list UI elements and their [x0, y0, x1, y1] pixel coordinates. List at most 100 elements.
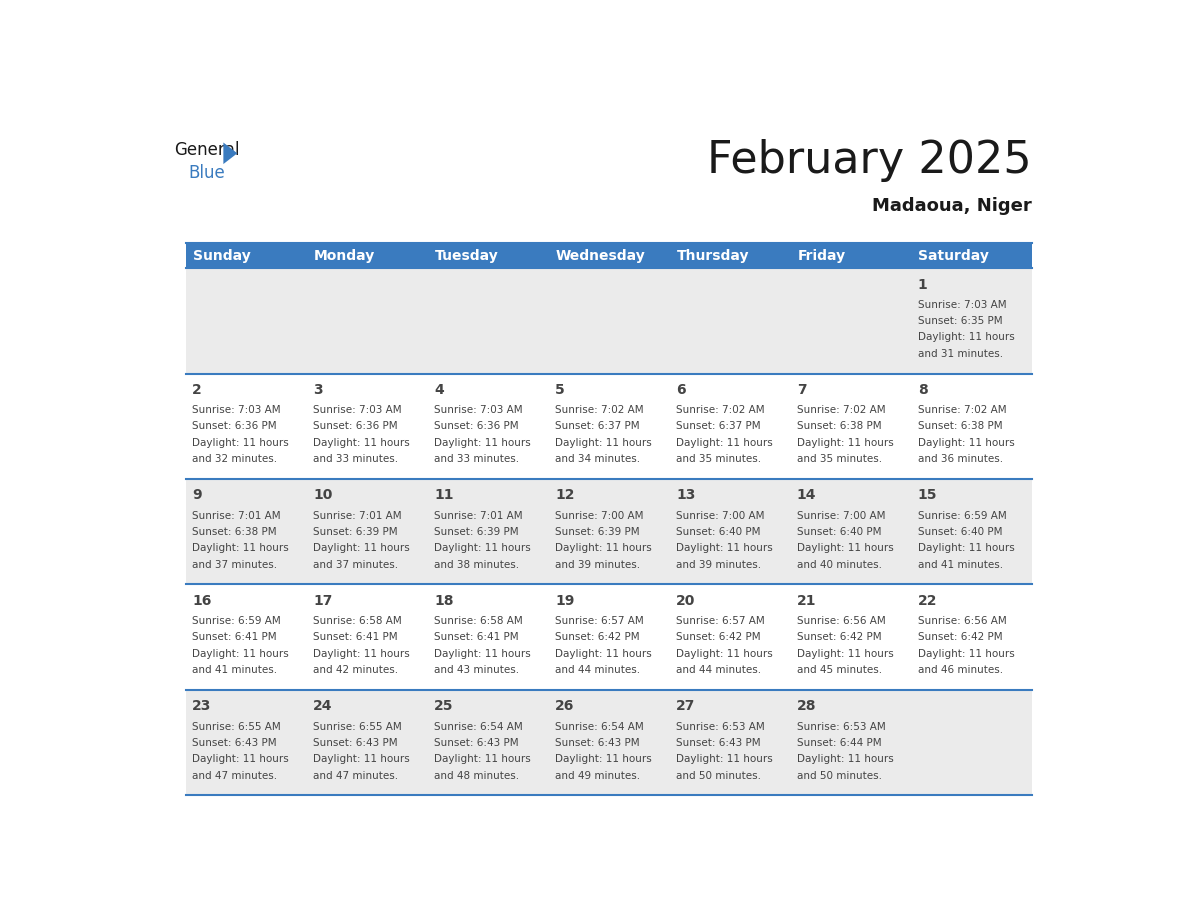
Text: Sunset: 6:43 PM: Sunset: 6:43 PM — [314, 738, 398, 748]
Text: February 2025: February 2025 — [707, 140, 1032, 183]
Text: Sunset: 6:44 PM: Sunset: 6:44 PM — [797, 738, 881, 748]
Text: Daylight: 11 hours: Daylight: 11 hours — [676, 543, 772, 554]
Text: Sunrise: 6:53 AM: Sunrise: 6:53 AM — [676, 722, 765, 732]
Text: 23: 23 — [192, 700, 211, 713]
Bar — [911, 479, 1032, 585]
Bar — [428, 585, 549, 690]
Text: 14: 14 — [797, 488, 816, 502]
Text: and 47 minutes.: and 47 minutes. — [192, 771, 278, 780]
Bar — [790, 585, 911, 690]
Text: 3: 3 — [314, 383, 323, 397]
Text: Sunrise: 6:59 AM: Sunrise: 6:59 AM — [192, 616, 282, 626]
Text: Daylight: 11 hours: Daylight: 11 hours — [434, 755, 531, 765]
Bar — [185, 690, 307, 796]
Text: Wednesday: Wednesday — [556, 249, 645, 263]
Text: Sunset: 6:36 PM: Sunset: 6:36 PM — [192, 421, 277, 431]
Text: and 37 minutes.: and 37 minutes. — [192, 560, 278, 570]
Text: Sunrise: 7:03 AM: Sunrise: 7:03 AM — [918, 299, 1006, 309]
Text: Sunset: 6:37 PM: Sunset: 6:37 PM — [676, 421, 760, 431]
Text: Daylight: 11 hours: Daylight: 11 hours — [797, 543, 893, 554]
Text: 28: 28 — [797, 700, 816, 713]
Text: Sunset: 6:36 PM: Sunset: 6:36 PM — [434, 421, 519, 431]
Text: Tuesday: Tuesday — [435, 249, 499, 263]
Text: Sunset: 6:43 PM: Sunset: 6:43 PM — [676, 738, 760, 748]
Bar — [669, 268, 790, 374]
Text: Sunset: 6:38 PM: Sunset: 6:38 PM — [797, 421, 881, 431]
Text: Sunset: 6:41 PM: Sunset: 6:41 PM — [434, 633, 519, 643]
Bar — [428, 243, 549, 268]
Bar — [669, 690, 790, 796]
Text: Daylight: 11 hours: Daylight: 11 hours — [434, 543, 531, 554]
Text: and 35 minutes.: and 35 minutes. — [676, 454, 762, 465]
Text: Sunrise: 7:01 AM: Sunrise: 7:01 AM — [192, 510, 282, 521]
Text: and 49 minutes.: and 49 minutes. — [555, 771, 640, 780]
Text: 8: 8 — [918, 383, 928, 397]
Text: Daylight: 11 hours: Daylight: 11 hours — [314, 438, 410, 448]
Bar — [549, 479, 669, 585]
Bar — [185, 243, 307, 268]
Text: Sunrise: 7:00 AM: Sunrise: 7:00 AM — [555, 510, 644, 521]
Text: Sunrise: 7:03 AM: Sunrise: 7:03 AM — [314, 405, 402, 415]
Text: Sunday: Sunday — [192, 249, 251, 263]
Text: 24: 24 — [314, 700, 333, 713]
Text: Daylight: 11 hours: Daylight: 11 hours — [555, 543, 652, 554]
Text: Thursday: Thursday — [676, 249, 750, 263]
Text: 18: 18 — [434, 594, 454, 608]
Text: 2: 2 — [192, 383, 202, 397]
Bar — [428, 690, 549, 796]
Text: Sunset: 6:39 PM: Sunset: 6:39 PM — [555, 527, 639, 537]
Text: Sunrise: 6:58 AM: Sunrise: 6:58 AM — [434, 616, 523, 626]
Bar — [669, 479, 790, 585]
Text: and 45 minutes.: and 45 minutes. — [797, 666, 881, 675]
Text: Sunrise: 6:55 AM: Sunrise: 6:55 AM — [314, 722, 402, 732]
Text: and 38 minutes.: and 38 minutes. — [434, 560, 519, 570]
Text: and 41 minutes.: and 41 minutes. — [918, 560, 1003, 570]
Bar — [307, 268, 428, 374]
Text: Sunrise: 6:54 AM: Sunrise: 6:54 AM — [434, 722, 523, 732]
Text: 20: 20 — [676, 594, 695, 608]
Text: 1: 1 — [918, 277, 928, 292]
Text: 15: 15 — [918, 488, 937, 502]
Text: Daylight: 11 hours: Daylight: 11 hours — [314, 755, 410, 765]
Text: and 37 minutes.: and 37 minutes. — [314, 560, 398, 570]
Text: 26: 26 — [555, 700, 575, 713]
Text: 27: 27 — [676, 700, 695, 713]
Text: and 44 minutes.: and 44 minutes. — [555, 666, 640, 675]
Polygon shape — [223, 142, 238, 164]
Bar — [185, 374, 307, 479]
Bar — [911, 690, 1032, 796]
Bar — [428, 268, 549, 374]
Bar — [790, 243, 911, 268]
Text: Sunset: 6:35 PM: Sunset: 6:35 PM — [918, 316, 1003, 326]
Bar — [307, 690, 428, 796]
Text: 12: 12 — [555, 488, 575, 502]
Text: 4: 4 — [434, 383, 444, 397]
Bar — [669, 243, 790, 268]
Bar — [911, 585, 1032, 690]
Text: Sunset: 6:36 PM: Sunset: 6:36 PM — [314, 421, 398, 431]
Text: Friday: Friday — [797, 249, 846, 263]
Text: Daylight: 11 hours: Daylight: 11 hours — [555, 755, 652, 765]
Text: 21: 21 — [797, 594, 816, 608]
Text: Daylight: 11 hours: Daylight: 11 hours — [314, 649, 410, 659]
Bar — [549, 374, 669, 479]
Text: and 39 minutes.: and 39 minutes. — [555, 560, 640, 570]
Text: Sunrise: 7:02 AM: Sunrise: 7:02 AM — [797, 405, 885, 415]
Text: and 50 minutes.: and 50 minutes. — [676, 771, 762, 780]
Bar — [307, 479, 428, 585]
Text: 9: 9 — [192, 488, 202, 502]
Text: and 36 minutes.: and 36 minutes. — [918, 454, 1003, 465]
Text: Sunset: 6:40 PM: Sunset: 6:40 PM — [918, 527, 1003, 537]
Text: Sunset: 6:38 PM: Sunset: 6:38 PM — [192, 527, 277, 537]
Text: Sunset: 6:41 PM: Sunset: 6:41 PM — [314, 633, 398, 643]
Text: 11: 11 — [434, 488, 454, 502]
Text: Daylight: 11 hours: Daylight: 11 hours — [555, 438, 652, 448]
Text: Sunset: 6:42 PM: Sunset: 6:42 PM — [676, 633, 760, 643]
Bar — [549, 585, 669, 690]
Text: Daylight: 11 hours: Daylight: 11 hours — [192, 755, 289, 765]
Text: 6: 6 — [676, 383, 685, 397]
Bar — [428, 479, 549, 585]
Text: Daylight: 11 hours: Daylight: 11 hours — [434, 438, 531, 448]
Text: Sunrise: 6:57 AM: Sunrise: 6:57 AM — [676, 616, 765, 626]
Text: Daylight: 11 hours: Daylight: 11 hours — [434, 649, 531, 659]
